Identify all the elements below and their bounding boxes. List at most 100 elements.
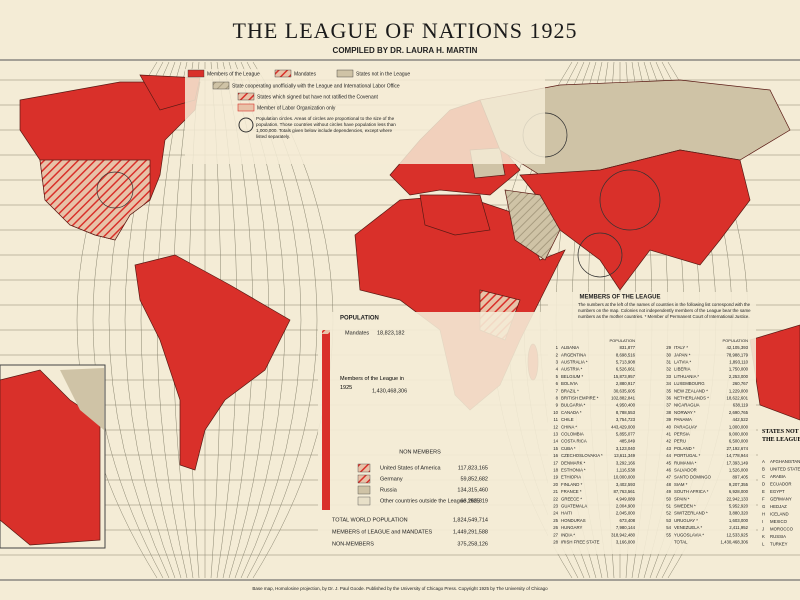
members-value: 1,430,468,306 [372, 388, 407, 394]
member-name: AUSTRIA * [561, 367, 583, 372]
member-population: 6,928,000 [729, 489, 749, 494]
member-number: 31 [666, 360, 671, 365]
member-population: 673,408 [619, 518, 635, 523]
member-name: SIAM * [674, 482, 688, 487]
united-states [39, 159, 151, 241]
legend: Members of the League Mandates States no… [185, 69, 545, 164]
member-number: 23 [553, 504, 558, 509]
member-name: COLOMBIA [561, 432, 584, 437]
member-number: 30 [666, 352, 671, 357]
states-title: STATES NOT MEMBERS OF THE LEAGUE [762, 429, 800, 444]
state-letter: K [762, 534, 765, 539]
non-member-name: United States of America [380, 465, 441, 471]
state-name: TURKEY [770, 542, 788, 547]
inset-russia [60, 368, 104, 430]
member-number: 40 [666, 424, 671, 429]
member-population: 8,788,553 [616, 410, 636, 415]
member-number: 32 [666, 367, 671, 372]
member-population: 2,411,952 [729, 525, 748, 530]
member-number: 20 [553, 482, 558, 487]
south-america [134, 254, 291, 471]
member-population: 2,880,917 [616, 381, 636, 386]
member-number: 19 [553, 475, 558, 480]
member-name: BULGARIA * [561, 403, 586, 408]
member-name: LUXEMBOURG [674, 381, 705, 386]
state-name: HEDJAZ [770, 504, 787, 509]
member-name: INDIA * [561, 532, 575, 537]
legend-swatch [237, 92, 255, 101]
member-population: 87,763,561 [613, 489, 635, 494]
member-population: 6,500,000 [729, 439, 749, 444]
member-name: POLAND * [674, 446, 695, 451]
members-bg [548, 292, 756, 554]
member-name: IRISH FREE STATE [561, 540, 600, 545]
member-population: 2,253,000 [729, 374, 749, 379]
non-member-name: Other countries outside the League 1925 [380, 498, 480, 504]
state-name: AFGHANISTAN [770, 459, 800, 464]
member-name: CZECHOSLOVAKIA * [561, 453, 603, 458]
member-population: 2,004,900 [616, 504, 636, 509]
member-name: GREECE * [561, 496, 582, 501]
member-name: DENMARK * [561, 460, 586, 465]
member-number: 4 [556, 367, 559, 372]
member-number: 6 [556, 381, 559, 386]
member-number: 17 [553, 460, 558, 465]
member-number: 28 [553, 540, 558, 545]
member-number: 34 [666, 381, 671, 386]
member-name: TOTAL [674, 540, 688, 545]
member-population: 443,429,000 [611, 424, 636, 429]
member-name: FINLAND * [561, 482, 583, 487]
member-number: 2 [556, 352, 559, 357]
state-name: MEXICO [770, 519, 788, 524]
member-number: 1 [556, 345, 559, 350]
non-member-value: 134,315,460 [457, 487, 488, 493]
population-circle [96, 171, 134, 209]
member-population: 1,526,000 [729, 468, 749, 473]
member-number: 25 [553, 518, 558, 523]
legend-label: State cooperating unofficially with the … [232, 83, 400, 89]
total-label: NON-MEMBERS [332, 541, 374, 547]
member-population: 5,952,920 [729, 504, 749, 509]
population-circle [599, 169, 661, 231]
member-name: NETHERLANDS * [674, 396, 709, 401]
member-name: BRITISH EMPIRE * [561, 396, 599, 401]
member-name: BRAZIL * [561, 388, 579, 393]
member-population: 4,949,089 [616, 496, 636, 501]
member-name: SPAIN * [674, 496, 690, 501]
member-number: 51 [666, 504, 671, 509]
legend-label: Member of Labor Organization only [257, 105, 336, 111]
member-number: 42 [666, 439, 671, 444]
member-number: 48 [666, 482, 671, 487]
member-population: 9,000,000 [729, 432, 749, 437]
member-name: SALVADOR [674, 468, 697, 473]
state-name: ECUADOR [770, 482, 792, 487]
total-label: TOTAL WORLD POPULATION [332, 517, 408, 523]
member-population: 1,603,000 [729, 518, 749, 523]
member-population: 14,778,944 [726, 453, 748, 458]
member-number: 8 [556, 396, 559, 401]
member-number: 43 [666, 446, 671, 451]
member-number: 15 [553, 446, 558, 451]
member-name: PORTUGAL * [674, 453, 701, 458]
legend-circle [238, 117, 254, 133]
state-letter: B [762, 467, 765, 472]
member-population: 3,166,000 [616, 540, 636, 545]
member-name: BOLIVIA [561, 381, 578, 386]
member-population: 831,877 [619, 345, 635, 350]
subtitle: COMPILED BY DR. LAURA H. MARTIN [333, 46, 478, 55]
states-bg [758, 425, 800, 553]
member-name: PARAGUAY [674, 424, 697, 429]
members-bar [322, 334, 330, 510]
member-number: 45 [666, 460, 671, 465]
state-name: GERMANY [770, 497, 792, 502]
legend-label: States which signed but have not ratifie… [257, 94, 379, 100]
member-name: LIBERIA [674, 367, 691, 372]
legend-swatch [274, 69, 292, 78]
member-number: 37 [666, 403, 671, 408]
member-name: NICARAGUA [674, 403, 700, 408]
member-number: 35 [666, 388, 671, 393]
column-header: POPULATION [723, 338, 749, 343]
member-name: CHILE [561, 417, 574, 422]
total-value: 1,449,291,588 [453, 529, 488, 535]
